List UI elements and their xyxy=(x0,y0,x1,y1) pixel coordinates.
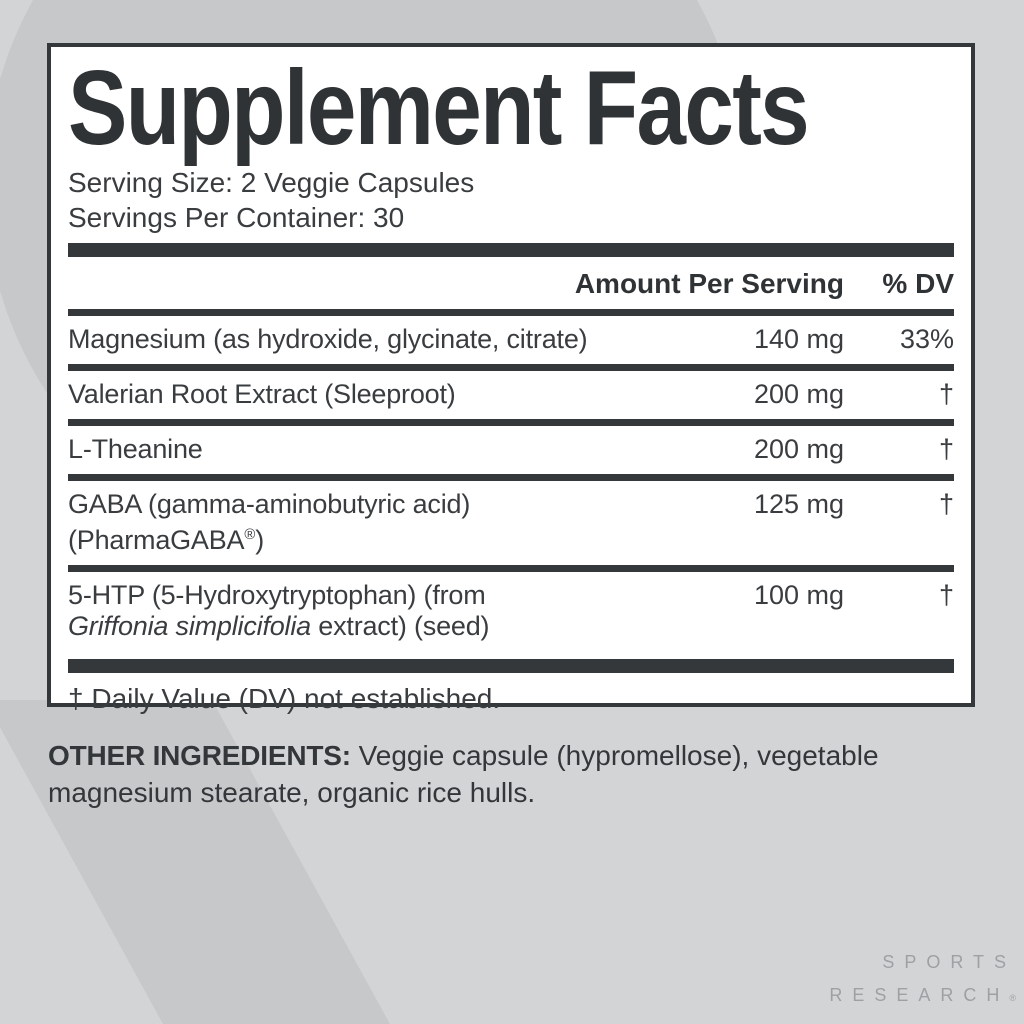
column-header-dv: % DV xyxy=(882,268,954,299)
brand-line-sports: SPORTS xyxy=(882,952,1016,972)
column-header-row: Amount Per Serving % DV xyxy=(68,257,954,309)
brand-logo: SPORTS RESEARCH® xyxy=(829,946,1016,1015)
other-ingredients: OTHER INGREDIENTS: Veggie capsule (hypro… xyxy=(48,740,879,808)
ingredient-row-magnesium: Magnesium (as hydroxide, glycinate, citr… xyxy=(68,316,954,364)
ingredient-row-gaba: GABA (gamma-aminobutyric acid) (PharmaGA… xyxy=(68,481,954,565)
dv-value: 33% xyxy=(899,324,954,354)
registered-mark: ® xyxy=(1009,993,1016,1003)
dv-value: † xyxy=(938,489,954,519)
dv-value: † xyxy=(938,379,954,409)
row-rule xyxy=(68,474,954,481)
ingredient-row-valerian: Valerian Root Extract (Sleeproot) 200 mg… xyxy=(68,371,954,419)
ingredient-name: L-Theanine xyxy=(68,434,203,464)
row-rule xyxy=(68,364,954,371)
other-ingredients-label: OTHER INGREDIENTS: xyxy=(48,740,351,771)
panel-title: Supplement Facts xyxy=(68,49,810,167)
brand-line-research: RESEARCH xyxy=(829,985,1010,1005)
serving-info: Serving Size: 2 Veggie Capsules Servings… xyxy=(68,165,954,235)
amount-value: 125 mg xyxy=(753,489,844,519)
amount-value: 200 mg xyxy=(753,379,844,409)
ingredient-row-5htp: 5-HTP (5-Hydroxytryptophan) (from Griffo… xyxy=(68,572,954,651)
species-name-italic: Griffonia simplicifolia xyxy=(68,611,311,641)
row-rule xyxy=(68,419,954,426)
daily-value-footnote: † Daily Value (DV) not established. xyxy=(68,683,501,714)
ingredient-name: GABA (gamma-aminobutyric acid) (PharmaGA… xyxy=(68,489,471,555)
amount-value: 200 mg xyxy=(753,434,844,464)
amount-value: 100 mg xyxy=(753,580,844,610)
watermark-diagonal-band-icon xyxy=(0,700,390,1024)
column-header-amount: Amount Per Serving xyxy=(574,268,844,299)
ingredient-name: 5-HTP (5-Hydroxytryptophan) (from Griffo… xyxy=(68,580,490,641)
registered-mark: ® xyxy=(244,527,256,543)
servings-per-container-line: Servings Per Container: 30 xyxy=(68,202,405,233)
row-rule xyxy=(68,565,954,572)
ingredient-name: Valerian Root Extract (Sleeproot) xyxy=(68,379,456,409)
ingredient-row-theanine: L-Theanine 200 mg † xyxy=(68,426,954,474)
thick-divider-bottom xyxy=(68,659,954,673)
serving-size-line: Serving Size: 2 Veggie Capsules xyxy=(68,167,475,198)
dv-value: † xyxy=(938,434,954,464)
ingredient-name: Magnesium (as hydroxide, glycinate, citr… xyxy=(68,324,588,354)
dv-value: † xyxy=(938,580,954,610)
supplement-facts-panel: Supplement Facts Serving Size: 2 Veggie … xyxy=(47,43,975,714)
thick-divider-top xyxy=(68,243,954,257)
amount-value: 140 mg xyxy=(753,324,844,354)
row-rule xyxy=(68,309,954,316)
